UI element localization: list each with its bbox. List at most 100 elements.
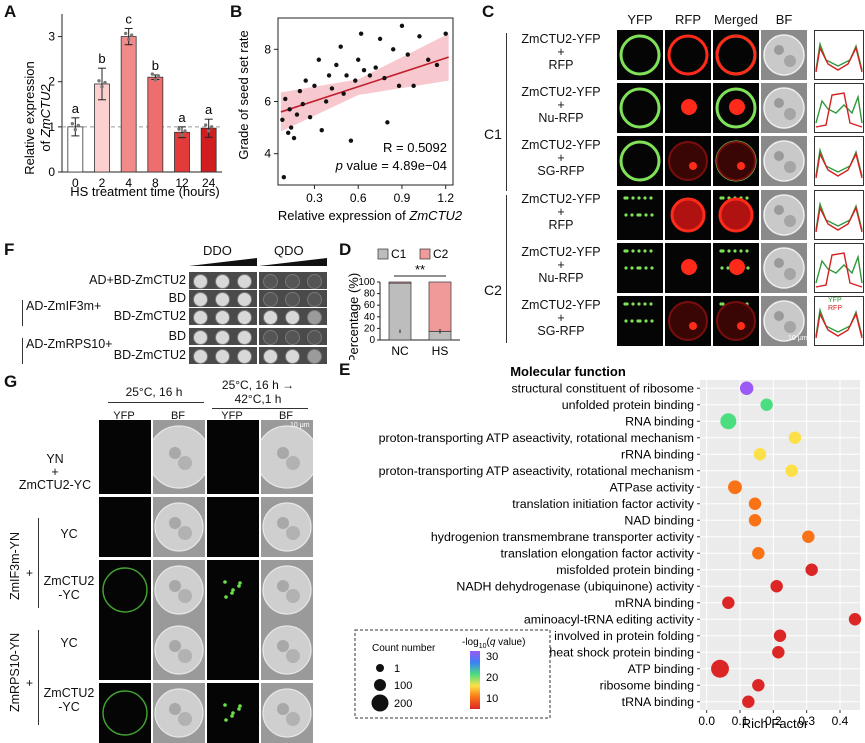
f-bracket-1 <box>22 300 23 326</box>
b-xtick-label: 0.3 <box>306 191 323 205</box>
c-yfp-granule <box>638 319 642 323</box>
header-rfp: RFP <box>675 12 701 27</box>
f-yeast-spot <box>285 310 300 325</box>
e-xtick-label: 0.2 <box>765 714 782 728</box>
g-bf-image <box>153 420 205 494</box>
c-row-label-l1: ZmCTU2-YFP <box>521 192 601 206</box>
c-rfp-signal <box>670 197 706 233</box>
c-bf-cell <box>763 140 805 182</box>
c-yfp-granule <box>624 319 628 323</box>
a-replicate-dot <box>156 74 161 78</box>
g-bf-texture <box>277 640 289 652</box>
e-term-dot <box>752 547 765 560</box>
c-yfp-granule <box>631 302 635 306</box>
header-merged: Merged <box>713 12 759 27</box>
g-bf-texture <box>178 456 192 470</box>
d-sig-label: ** <box>415 262 425 277</box>
f-empty-spot <box>285 274 300 289</box>
b-point <box>391 47 396 52</box>
c-yfp-granule <box>630 319 634 323</box>
c-yfp-granule <box>643 196 647 200</box>
a-replicate-dot <box>153 78 158 82</box>
a-bar <box>147 76 164 173</box>
c-yfp-granule <box>638 213 642 217</box>
c-yfp-granule <box>649 302 653 306</box>
c-micrograph-merged <box>713 296 759 346</box>
f-yeast-spot <box>215 349 230 364</box>
e-term-label: tRNA binding <box>622 695 694 709</box>
e-term-label: NADH dehydrogenase (ubiquinone) activity <box>456 579 694 593</box>
d-xtick-label: HS <box>432 344 449 358</box>
c-yfp-granule <box>649 196 653 200</box>
c-rfp-nucleus <box>681 99 697 115</box>
d-ytick-label: 100 <box>358 277 375 288</box>
chart-b: Grade of seed set rate Relative expressi… <box>236 17 463 223</box>
c-rfp-granule <box>689 322 697 330</box>
c-bf-texture <box>784 268 796 280</box>
c-bf-texture <box>774 45 784 55</box>
d-ytick-label: 40 <box>364 312 376 323</box>
g-bf-texture <box>286 456 300 470</box>
e-term-label: proton-transporting ATP aseactivity, rot… <box>379 464 694 478</box>
a-xtick-label: 8 <box>152 176 159 190</box>
c-yfp-granule <box>637 196 641 200</box>
g-row1-l2: + <box>51 465 59 479</box>
c-micrograph-bf <box>761 83 807 133</box>
f-yeast-spot <box>193 310 208 325</box>
c-rfp-cell <box>668 141 708 181</box>
c-bf-cell <box>763 34 805 76</box>
e-term-label: proton-transporting ATP aseactivity, rot… <box>379 431 694 445</box>
a-sig-letter: a <box>178 110 186 125</box>
e-term-dot <box>753 448 767 461</box>
g-bf-image <box>153 620 205 680</box>
c-intensity-profile <box>814 136 864 186</box>
e-term-label: RNA binding <box>625 414 694 428</box>
c-micrograph-yfp <box>617 296 663 346</box>
b-point <box>288 125 294 130</box>
d-xtick-label: NC <box>391 344 409 358</box>
g-bf-texture <box>178 526 192 540</box>
c-profile-yfp <box>815 307 863 337</box>
f-qdo-plate-row <box>259 308 327 325</box>
f-yeast-spot <box>263 349 278 364</box>
c-yfp-granule <box>650 319 654 323</box>
c-yfp-granule <box>637 249 641 253</box>
f-ddo-plate-row <box>189 347 257 364</box>
b-point <box>373 65 378 70</box>
c-yfp-granule <box>650 266 654 270</box>
a-replicate-dot <box>177 127 181 131</box>
chart-b-p-text: p value = 4.89e−04 <box>335 158 447 173</box>
f-empty-spot <box>307 330 322 345</box>
c-micrograph-bf <box>761 243 807 293</box>
g-yfp-signal <box>102 690 148 736</box>
g-yfp-granule <box>230 714 234 718</box>
c-micrograph-rfp <box>665 296 711 346</box>
g-ctu-2a: ZmCTU2 <box>43 686 95 700</box>
b-point <box>319 128 324 133</box>
g-yc-2: YC <box>60 636 78 650</box>
e-term-label: ribosome binding <box>600 678 694 692</box>
g-ctu-1b: -YC <box>58 588 80 602</box>
b-point <box>405 52 410 57</box>
e-xtick-label: 0.0 <box>698 714 715 728</box>
c-bf-texture <box>784 55 796 67</box>
d-ytick-label: 20 <box>364 323 376 334</box>
e-term-dot <box>722 596 735 609</box>
a-sig-letter: c <box>125 11 132 26</box>
a-replicate-dot <box>150 72 155 76</box>
g-yfp-image <box>207 420 259 494</box>
b-point <box>367 73 373 78</box>
g-yfp-image <box>207 620 259 680</box>
g-cond2-l2: 42°C,1 h <box>234 392 282 406</box>
c-bf-cell <box>763 194 805 236</box>
c-rfp-nucleus <box>729 259 745 275</box>
e-legend-colorbar <box>470 651 480 709</box>
c-rfp-granule <box>689 162 697 170</box>
chart-d-ylabel: Percentage (%) <box>346 273 361 360</box>
f-yeast-spot <box>307 310 322 325</box>
f-yeast-spot <box>237 274 252 289</box>
f-bracket-2 <box>22 338 23 364</box>
b-point <box>348 138 354 143</box>
e-term-label: misfolded protein binding <box>556 563 694 577</box>
b-ytick-label: 4 <box>264 147 271 161</box>
